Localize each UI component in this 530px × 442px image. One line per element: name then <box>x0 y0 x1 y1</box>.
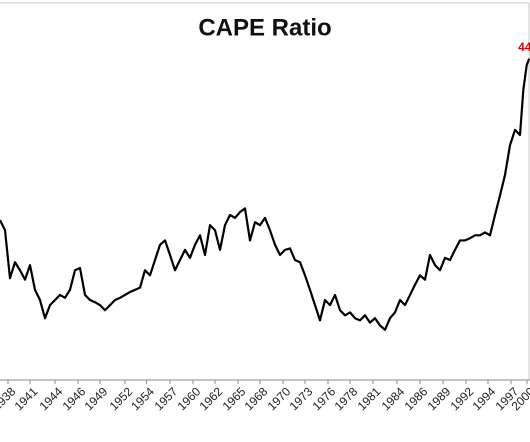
x-tick-label: 1973 <box>287 384 316 413</box>
x-tick-label: 1944 <box>37 384 66 413</box>
peak-annotation: 44.2 <box>518 40 530 54</box>
x-tick-label: 1968 <box>242 384 271 413</box>
x-tick-label: 1970 <box>265 384 294 413</box>
x-tick-label: 1941 <box>12 384 41 413</box>
x-tick-label: 1946 <box>60 384 89 413</box>
x-tick-label: 1957 <box>152 384 181 413</box>
x-tick-label: 1986 <box>402 384 431 413</box>
x-tick-label: 1984 <box>379 384 408 413</box>
x-tick-label: 1962 <box>197 384 226 413</box>
cape-line <box>0 58 530 331</box>
x-tick-label: 1976 <box>310 384 339 413</box>
x-tick-label: 1965 <box>220 384 249 413</box>
x-tick-label: 1992 <box>448 384 477 413</box>
x-tick-label: 1949 <box>82 384 111 413</box>
x-tick-label: 1989 <box>425 384 454 413</box>
plot-frame <box>0 2 530 381</box>
x-tick-label: 1994 <box>470 384 499 413</box>
x-tick-label: 1981 <box>355 384 384 413</box>
x-tick-label: 1978 <box>332 384 361 413</box>
chart-title: CAPE Ratio <box>198 14 331 41</box>
x-tick-label: 1954 <box>128 384 157 413</box>
x-tick-label: 1960 <box>175 384 204 413</box>
x-tick-label: 1952 <box>107 384 136 413</box>
